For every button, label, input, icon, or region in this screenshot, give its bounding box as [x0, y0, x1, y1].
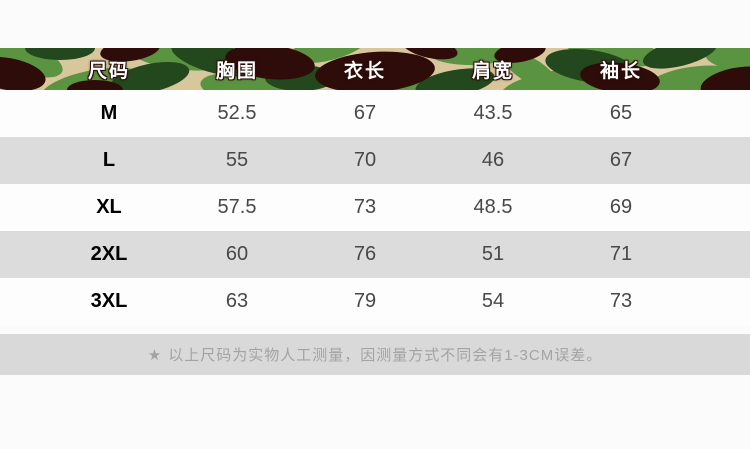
length-value: 73 [353, 196, 377, 218]
measurement-note-text: 以上尺码为实物人工测量，因测量方式不同会有1-3CM误差。 [168, 347, 603, 364]
size-label: 3XL [90, 290, 128, 312]
sleeve-value: 69 [609, 196, 633, 218]
shoulder-value: 43.5 [473, 102, 513, 124]
camo-pattern-background [0, 48, 750, 90]
shoulder-value: 46 [481, 149, 505, 171]
chest-value: 52.5 [217, 102, 257, 124]
shoulder-value: 48.5 [473, 196, 513, 218]
chest-value: 57.5 [217, 196, 257, 218]
table-row-xl: XL 57.5 73 48.5 69 [0, 184, 750, 231]
header-cell-chest: 胸围 [215, 60, 258, 82]
table-row-3xl: 3XL 63 79 54 73 [0, 278, 750, 325]
chest-value: 63 [225, 290, 249, 312]
table-row-m: M 52.5 67 43.5 65 [0, 90, 750, 137]
top-spacer [0, 0, 750, 48]
shoulder-value: 54 [481, 290, 505, 312]
header-row: 尺码 胸围 衣长 肩宽 袖长 [0, 48, 750, 90]
shoulder-value: 51 [481, 243, 505, 265]
size-table-body: M 52.5 67 43.5 65 L 55 70 46 67 XL 57.5 … [0, 90, 750, 325]
table-row-2xl: 2XL 60 76 51 71 [0, 231, 750, 278]
chest-value: 55 [225, 149, 249, 171]
header-cell-shoulder: 肩宽 [471, 60, 514, 82]
header-cell-size: 尺码 [87, 60, 130, 82]
sleeve-value: 73 [609, 290, 633, 312]
table-row-l: L 55 70 46 67 [0, 137, 750, 184]
sleeve-value: 65 [609, 102, 633, 124]
length-value: 70 [353, 149, 377, 171]
length-value: 76 [353, 243, 377, 265]
size-label: 2XL [90, 243, 128, 265]
size-table-header: 尺码 胸围 衣长 肩宽 袖长 [0, 48, 750, 90]
size-label: M [100, 102, 118, 124]
sleeve-value: 67 [609, 149, 633, 171]
star-icon: ★ [147, 346, 163, 364]
sleeve-value: 71 [609, 243, 633, 265]
chest-value: 60 [225, 243, 249, 265]
header-cell-sleeve: 袖长 [599, 60, 642, 82]
length-value: 79 [353, 290, 377, 312]
header-cell-length: 衣长 [343, 60, 386, 82]
length-value: 67 [353, 102, 377, 124]
size-label: XL [96, 196, 122, 218]
measurement-note-bar: ★ 以上尺码为实物人工测量，因测量方式不同会有1-3CM误差。 [0, 334, 750, 375]
size-label: L [102, 149, 116, 171]
